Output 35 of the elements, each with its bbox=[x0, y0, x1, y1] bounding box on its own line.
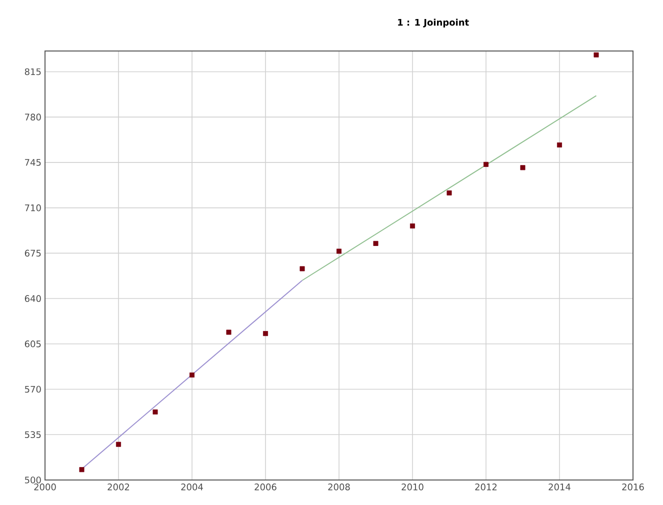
point bbox=[263, 331, 268, 336]
point bbox=[190, 372, 195, 378]
point bbox=[410, 223, 416, 228]
x-tick-label: 2016 bbox=[622, 484, 644, 490]
y-tick-label: 745 bbox=[25, 159, 41, 166]
point bbox=[484, 162, 488, 167]
point bbox=[520, 165, 526, 170]
x-tick-label: 2004 bbox=[181, 484, 203, 490]
y-tick-label: 500 bbox=[24, 476, 41, 484]
point bbox=[116, 442, 122, 447]
point bbox=[373, 240, 378, 246]
x-tick-label: 2008 bbox=[328, 484, 350, 490]
x-tick-label: 2014 bbox=[548, 484, 570, 490]
x-tick-label: 2000 bbox=[34, 484, 56, 490]
chart-title: 1 : 1 Joinpoint bbox=[398, 18, 469, 28]
y-tick-label: 570 bbox=[24, 386, 41, 393]
point bbox=[300, 266, 305, 272]
y-tick-label: 780 bbox=[25, 114, 41, 120]
point bbox=[226, 330, 232, 335]
point bbox=[446, 190, 452, 196]
point bbox=[336, 248, 342, 254]
x-tick-label: 2006 bbox=[254, 484, 276, 490]
point bbox=[557, 142, 562, 148]
point bbox=[152, 409, 158, 414]
point bbox=[79, 467, 84, 472]
x-tick-label: 2002 bbox=[108, 484, 130, 490]
x-tick-label: 2010 bbox=[402, 484, 424, 490]
y-tick-label: 710 bbox=[25, 204, 41, 212]
y-tick-label: 605 bbox=[24, 340, 41, 348]
x-tick-label: 2012 bbox=[475, 484, 497, 490]
y-tick-label: 675 bbox=[24, 250, 41, 257]
y-tick-label: 535 bbox=[24, 431, 41, 438]
y-tick-label: 640 bbox=[24, 295, 41, 302]
y-tick-label: 815 bbox=[24, 68, 41, 76]
point bbox=[594, 52, 599, 58]
